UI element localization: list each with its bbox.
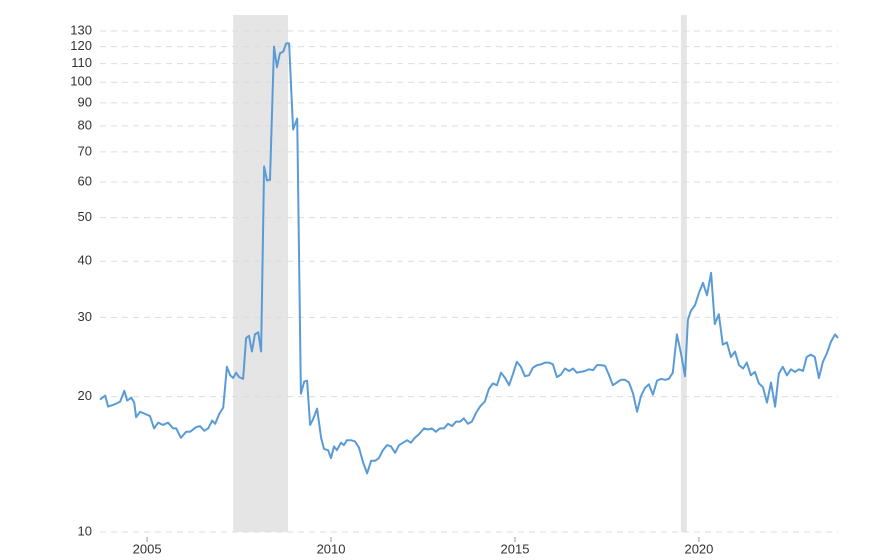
y-tick-label: 30 — [78, 309, 92, 324]
data-line — [99, 42, 839, 475]
y-tick-label: 130 — [70, 22, 92, 37]
y-tick-label: 110 — [71, 55, 92, 70]
y-tick-label: 70 — [78, 143, 92, 158]
y-tick-label: 50 — [78, 209, 92, 224]
y-tick-label: 10 — [78, 523, 92, 538]
y-tick-label: 90 — [78, 94, 92, 109]
x-tick-label: 2015 — [501, 541, 530, 556]
x-tick-label: 2005 — [133, 541, 162, 556]
y-tick-label: 60 — [78, 173, 92, 188]
y-tick-label: 40 — [78, 253, 92, 268]
x-tick-label: 2020 — [684, 541, 713, 556]
y-tick-label: 120 — [70, 38, 92, 53]
y-tick-label: 100 — [70, 74, 92, 89]
x-tick-label: 2010 — [317, 541, 346, 556]
y-tick-label: 20 — [78, 388, 92, 403]
recession-band — [233, 15, 288, 532]
recession-band — [680, 15, 687, 532]
y-tick-label: 80 — [78, 117, 92, 132]
